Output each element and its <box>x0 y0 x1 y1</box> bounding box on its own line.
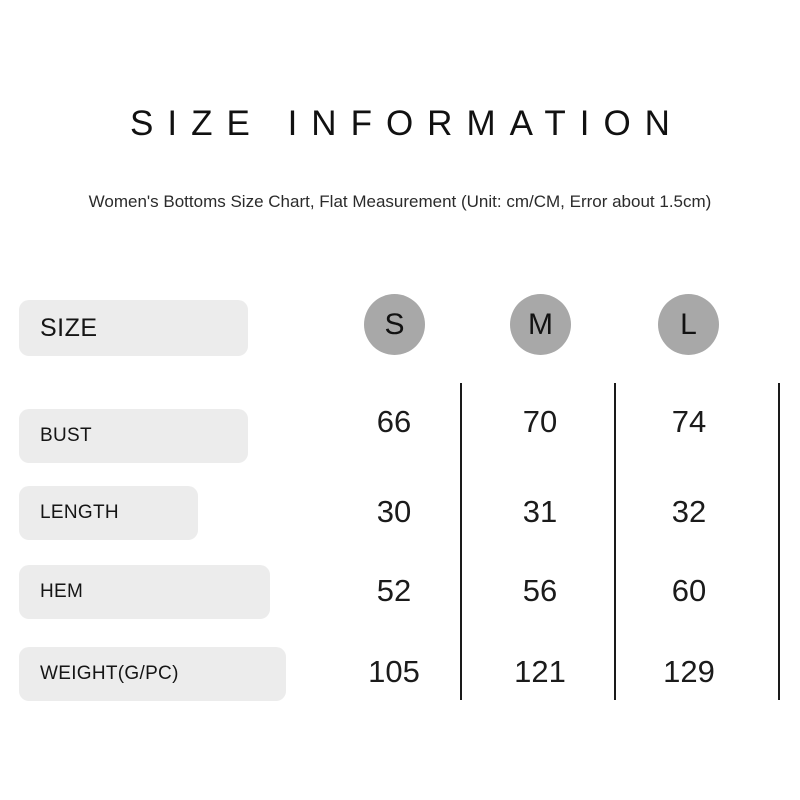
column-divider-right <box>778 383 780 700</box>
size-badge-l: L <box>658 294 719 355</box>
row-label-pill-hem: HEM <box>19 565 270 619</box>
row-label-hem: HEM <box>40 581 84 602</box>
cell-hem-s: 52 <box>376 573 412 608</box>
row-label-pill-weight: WEIGHT(G/PC) <box>19 647 286 701</box>
cell-weight-s: 105 <box>368 654 420 689</box>
row-label-bust: BUST <box>40 425 92 446</box>
cell-bust-m: 70 <box>522 404 558 439</box>
page-title: SIZE INFORMATION <box>130 104 684 143</box>
size-badge-m-label: M <box>528 307 553 341</box>
page-subtitle: Women's Bottoms Size Chart, Flat Measure… <box>88 192 712 211</box>
row-label-pill-length: LENGTH <box>19 486 198 540</box>
cell-bust-l: 74 <box>671 404 707 439</box>
size-badge-m: M <box>510 294 571 355</box>
cell-bust-s: 66 <box>376 404 412 439</box>
row-label-weight: WEIGHT(G/PC) <box>40 663 179 684</box>
size-header-label: SIZE <box>40 313 98 342</box>
row-label-pill-bust: BUST <box>19 409 248 463</box>
size-badge-l-label: L <box>680 307 697 341</box>
size-badge-s: S <box>364 294 425 355</box>
cell-weight-m: 121 <box>514 654 566 689</box>
cell-length-m: 31 <box>522 494 558 529</box>
cell-hem-l: 60 <box>671 573 707 608</box>
cell-weight-l: 129 <box>663 654 715 689</box>
column-divider-s-m <box>460 383 462 700</box>
cell-hem-m: 56 <box>522 573 558 608</box>
row-label-length: LENGTH <box>40 502 119 523</box>
cell-length-s: 30 <box>376 494 412 529</box>
size-header-pill: SIZE <box>19 300 248 356</box>
cell-length-l: 32 <box>671 494 707 529</box>
column-divider-m-l <box>614 383 616 700</box>
size-badge-s-label: S <box>384 307 405 341</box>
